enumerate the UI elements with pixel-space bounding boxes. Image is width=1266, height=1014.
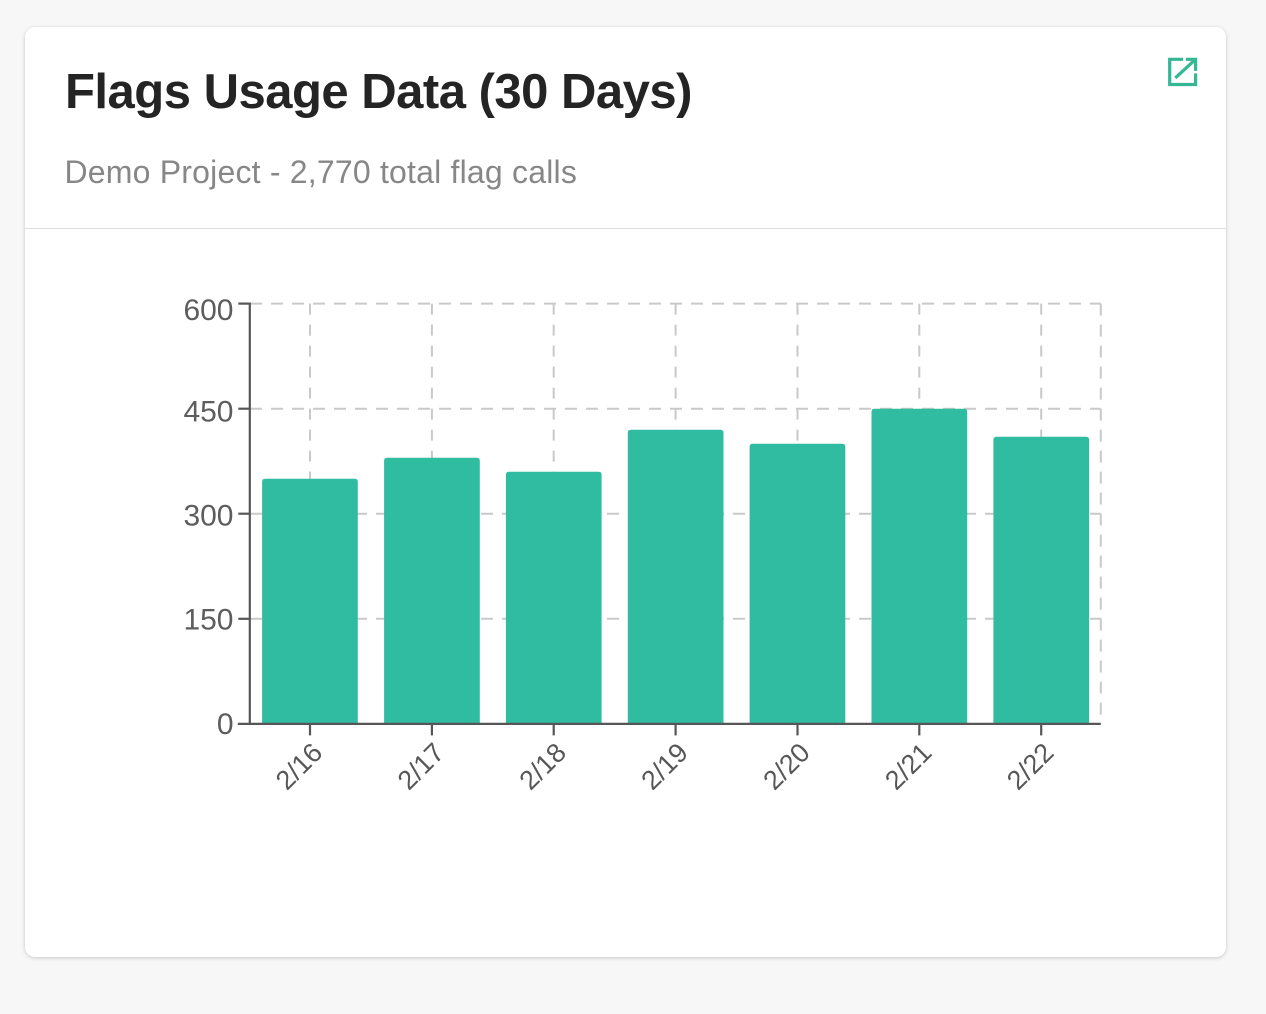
svg-text:2/19: 2/19 [635, 737, 693, 795]
svg-text:2/17: 2/17 [392, 737, 450, 795]
svg-text:300: 300 [183, 500, 233, 533]
svg-text:2/22: 2/22 [1001, 737, 1059, 795]
svg-text:2/16: 2/16 [270, 737, 328, 795]
svg-text:150: 150 [183, 604, 233, 637]
svg-text:2/18: 2/18 [514, 737, 572, 795]
svg-text:450: 450 [183, 395, 233, 428]
svg-text:600: 600 [183, 294, 233, 327]
svg-text:2/21: 2/21 [879, 737, 937, 795]
svg-text:0: 0 [217, 708, 234, 741]
svg-text:2/20: 2/20 [757, 737, 815, 795]
